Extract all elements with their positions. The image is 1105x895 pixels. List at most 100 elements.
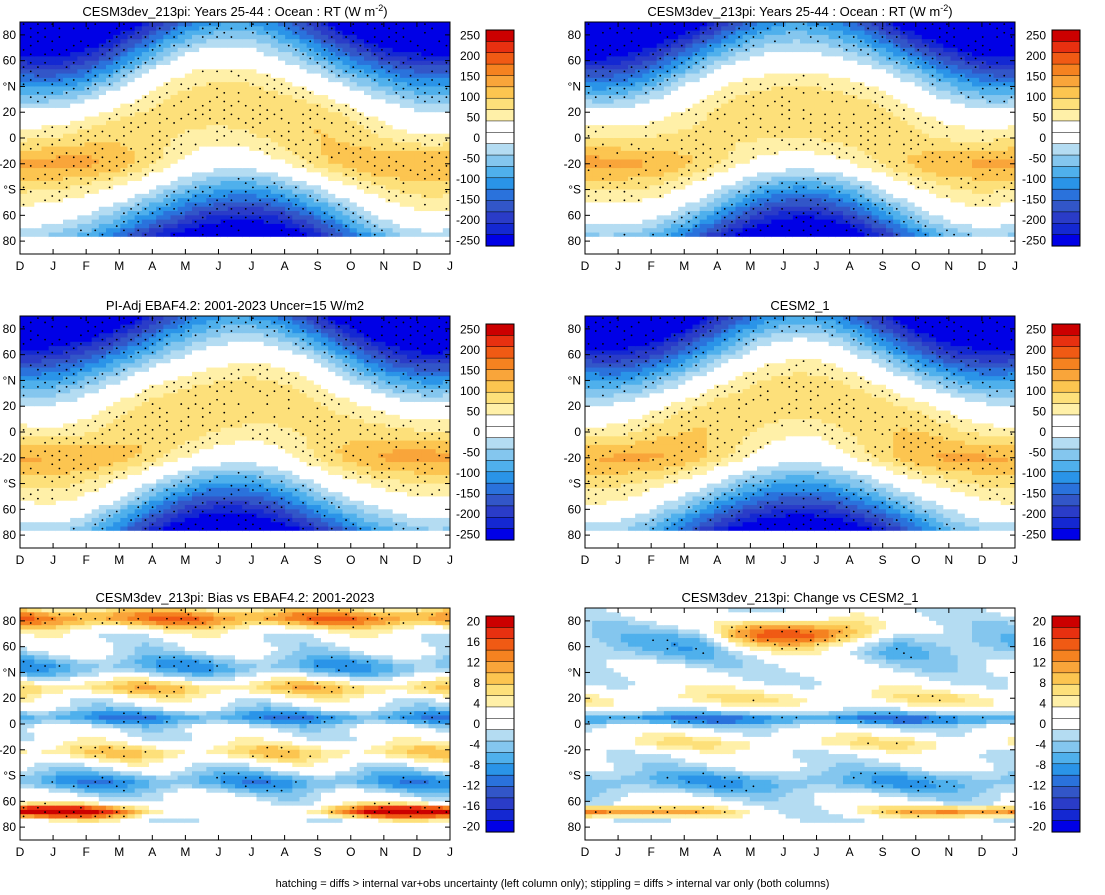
y-tick-label: 20 (568, 105, 582, 119)
x-tick-label: J (780, 553, 786, 567)
colorbar-swatch (485, 627, 515, 640)
colorbar-label: 200 (1026, 343, 1046, 357)
y-tick-label: 0 (574, 717, 581, 731)
colorbar-swatch (1051, 143, 1081, 156)
y-tick-label: 20 (3, 105, 17, 119)
y-tick-label: 80 (3, 820, 17, 834)
colorbar-swatch (485, 369, 515, 382)
stipple-dots (587, 317, 1013, 530)
x-tick-label: D (581, 553, 590, 567)
colorbar-swatch (1051, 200, 1081, 213)
y-tick-label: °S (3, 477, 16, 491)
y-tick-label: 20 (3, 399, 17, 413)
colorbar-swatch (485, 200, 515, 213)
colorbar-swatch (485, 729, 515, 742)
colorbar-swatch (485, 683, 515, 697)
y-tick-label: 0 (9, 717, 16, 731)
colorbar-swatch (485, 661, 515, 674)
colorbar-swatch (1051, 234, 1081, 247)
x-tick-label: D (413, 259, 422, 273)
colorbar-label: -250 (1022, 527, 1046, 541)
x-tick-label: M (745, 259, 755, 273)
colorbar-label: 250 (460, 29, 480, 43)
colorbar-swatch (485, 132, 515, 145)
x-tick-label: A (713, 845, 721, 859)
colorbar-label: 0 (1039, 131, 1046, 145)
x-tick-label: N (945, 553, 954, 567)
x-tick-label: M (745, 845, 755, 859)
colorbar-swatch (485, 494, 515, 507)
colorbar-swatch (485, 86, 515, 99)
colorbar-swatch (485, 437, 515, 450)
colorbar: 20 16 12 8 4 0 -4 -8 -12 -16 -20 (1029, 615, 1081, 833)
y-tick-label: 20 (3, 691, 17, 705)
colorbar-swatch (485, 615, 515, 628)
colorbar-swatch (485, 820, 515, 833)
colorbar-swatch (1051, 615, 1081, 628)
panel-title: CESM3dev_213pi: Change vs CESM2_1 (681, 590, 918, 605)
y-tick-label: 0 (574, 425, 581, 439)
x-tick-label: N (380, 845, 389, 859)
x-tick-label: J (249, 553, 255, 567)
colorbar-label: -16 (1029, 799, 1047, 813)
x-tick-label: J (249, 845, 255, 859)
y-tick-label: 80 (3, 28, 17, 42)
x-tick-label: F (647, 553, 654, 567)
colorbar-label: 100 (460, 90, 480, 104)
colorbar-swatch (1051, 75, 1081, 88)
colorbar-label: 150 (460, 70, 480, 84)
colorbar-swatch (485, 120, 515, 133)
y-tick-label: -20 (564, 157, 582, 171)
y-tick-label: 80 (568, 234, 582, 248)
stipple-dots (587, 626, 1013, 818)
x-tick-label: D (978, 259, 987, 273)
colorbar-label: -100 (1022, 466, 1046, 480)
colorbar-swatch (485, 177, 515, 190)
y-tick-label: 80 (568, 322, 582, 336)
y-tick-label: -20 (564, 743, 582, 757)
colorbar-swatch (485, 63, 515, 77)
colorbar-label: -4 (1035, 737, 1046, 751)
x-tick-label: J (780, 845, 786, 859)
colorbar-swatch (1051, 517, 1081, 530)
colorbar-swatch (1051, 346, 1081, 359)
heatmap-field (585, 22, 1015, 254)
colorbar-swatch (485, 426, 515, 439)
colorbar-swatch (485, 752, 515, 765)
colorbar-label: -200 (456, 507, 480, 521)
colorbar-label: -20 (1029, 819, 1047, 833)
x-tick-label: M (679, 553, 689, 567)
colorbar-swatch (485, 188, 515, 202)
x-tick-label: J (249, 259, 255, 273)
heatmap-field (20, 608, 450, 840)
colorbar-label: 16 (467, 635, 481, 649)
y-tick-label: 80 (568, 820, 582, 834)
colorbar-swatch (1051, 528, 1081, 541)
colorbar-label: -100 (456, 466, 480, 480)
colorbar: 20 16 12 8 4 0 -4 -8 -12 -16 -20 (463, 615, 515, 833)
y-tick-label: °S (3, 769, 16, 783)
x-tick-label: A (846, 845, 854, 859)
x-tick-label: A (713, 259, 721, 273)
colorbar-swatch (485, 797, 515, 810)
y-tick-label: °S (568, 769, 581, 783)
colorbar-swatch (485, 323, 515, 336)
x-tick-label: J (1012, 845, 1018, 859)
colorbar-label: -8 (1035, 758, 1046, 772)
colorbar-swatch (1051, 177, 1081, 190)
y-tick-label: 60 (3, 348, 17, 362)
stipple-dots (587, 23, 1013, 236)
colorbar-swatch (485, 75, 515, 88)
y-tick-label: -20 (564, 451, 582, 465)
colorbar-swatch (1051, 740, 1081, 753)
colorbar-label: 12 (467, 656, 481, 670)
heatmap-field (585, 316, 1015, 548)
x-tick-label: M (180, 259, 190, 273)
stipple-dots (22, 23, 448, 236)
colorbar: 250 200 150 100 50 0 -50 -100 -150 -200 -250 (1022, 323, 1081, 541)
colorbar-swatch (485, 528, 515, 541)
x-tick-label: J (215, 259, 221, 273)
colorbar-swatch (1051, 63, 1081, 77)
y-tick-label: 20 (568, 399, 582, 413)
